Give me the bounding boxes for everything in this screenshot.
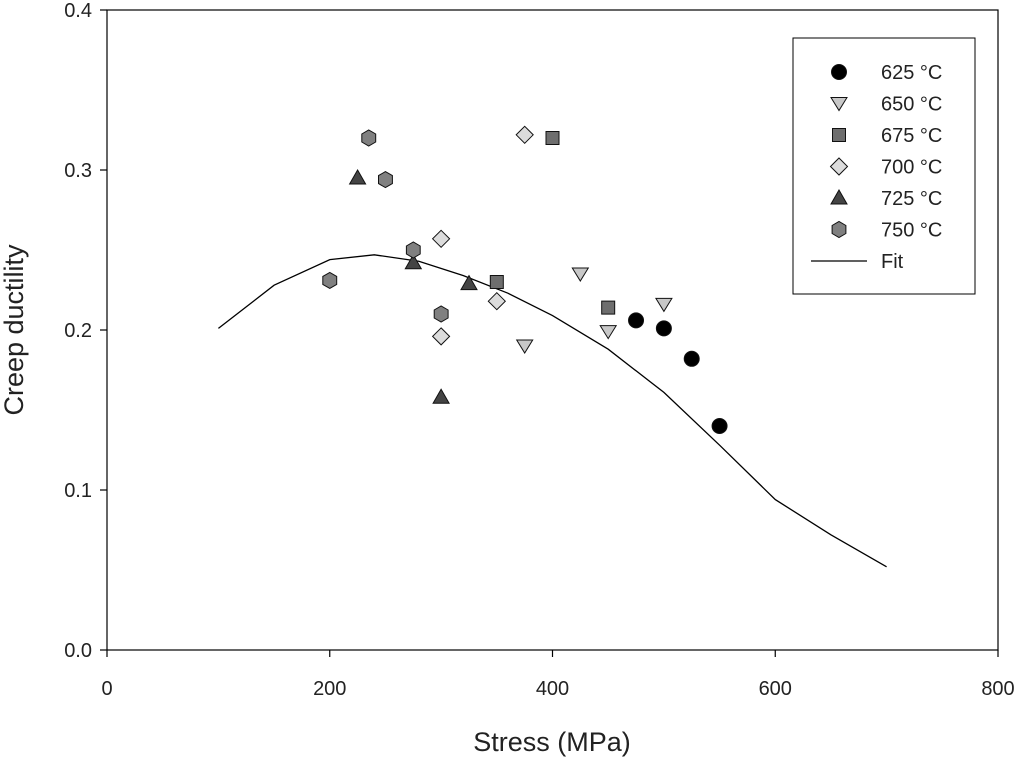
legend-label: Fit bbox=[881, 251, 904, 273]
data-point bbox=[628, 312, 645, 329]
data-point bbox=[378, 171, 393, 189]
data-point bbox=[599, 325, 618, 340]
fit-line bbox=[218, 254, 887, 568]
data-point bbox=[405, 241, 421, 259]
y-axis: 0.0 0.1 0.2 0.3 0.4 bbox=[64, 0, 107, 662]
legend-symbol bbox=[831, 220, 847, 239]
data-point bbox=[487, 291, 507, 311]
legend-label: 700 °C bbox=[881, 157, 942, 179]
y-tick-label: 0.4 bbox=[64, 0, 92, 22]
data-point bbox=[711, 418, 728, 434]
y-tick-label: 0.3 bbox=[64, 160, 92, 182]
legend-box bbox=[792, 37, 976, 295]
x-tick-label: 400 bbox=[536, 678, 569, 700]
y-tick-label: 0.1 bbox=[64, 480, 92, 502]
legend-symbol bbox=[829, 157, 849, 176]
legend-label: 725 °C bbox=[881, 188, 942, 210]
data-point bbox=[433, 305, 449, 323]
legend-symbol bbox=[830, 97, 848, 112]
x-tick-label: 0 bbox=[101, 678, 112, 700]
x-axis-title: Stress (MPa) bbox=[473, 727, 631, 757]
x-tick-label: 800 bbox=[981, 678, 1014, 700]
data-point bbox=[348, 168, 367, 185]
legend-label: 650 °C bbox=[881, 94, 942, 116]
data-point bbox=[683, 350, 700, 367]
data-point bbox=[432, 388, 450, 404]
legend-label: 675 °C bbox=[881, 125, 942, 147]
x-tick-label: 200 bbox=[313, 678, 346, 700]
y-axis-title: Creep ductility bbox=[0, 244, 29, 416]
data-point bbox=[489, 275, 504, 289]
data-point bbox=[431, 229, 451, 249]
legend-symbol bbox=[832, 128, 846, 142]
data-point bbox=[322, 271, 338, 289]
x-tick-label: 600 bbox=[759, 678, 792, 700]
data-point bbox=[431, 327, 451, 346]
data-point bbox=[515, 339, 534, 354]
data-point bbox=[601, 300, 616, 315]
data-point bbox=[545, 131, 560, 145]
data-point bbox=[404, 253, 423, 270]
data-point bbox=[361, 129, 377, 147]
fit-layer bbox=[218, 254, 887, 568]
data-point bbox=[655, 320, 672, 337]
data-point bbox=[655, 297, 673, 313]
y-tick-label: 0.0 bbox=[64, 640, 92, 662]
legend-symbol bbox=[830, 188, 848, 205]
legend-symbol bbox=[831, 64, 847, 80]
legend-label: 625 °C bbox=[881, 62, 942, 84]
data-point bbox=[515, 125, 534, 145]
y-tick-label: 0.2 bbox=[64, 320, 92, 342]
legend-label: 750 °C bbox=[881, 220, 942, 242]
data-point bbox=[460, 274, 478, 291]
data-point bbox=[571, 267, 590, 282]
legend: 625 °C 650 °C 675 °C 700 °C 725 °C 750 °C Fit bbox=[792, 37, 976, 295]
x-axis: 0 200 400 600 800 bbox=[101, 650, 1015, 700]
points-layer bbox=[322, 125, 728, 434]
